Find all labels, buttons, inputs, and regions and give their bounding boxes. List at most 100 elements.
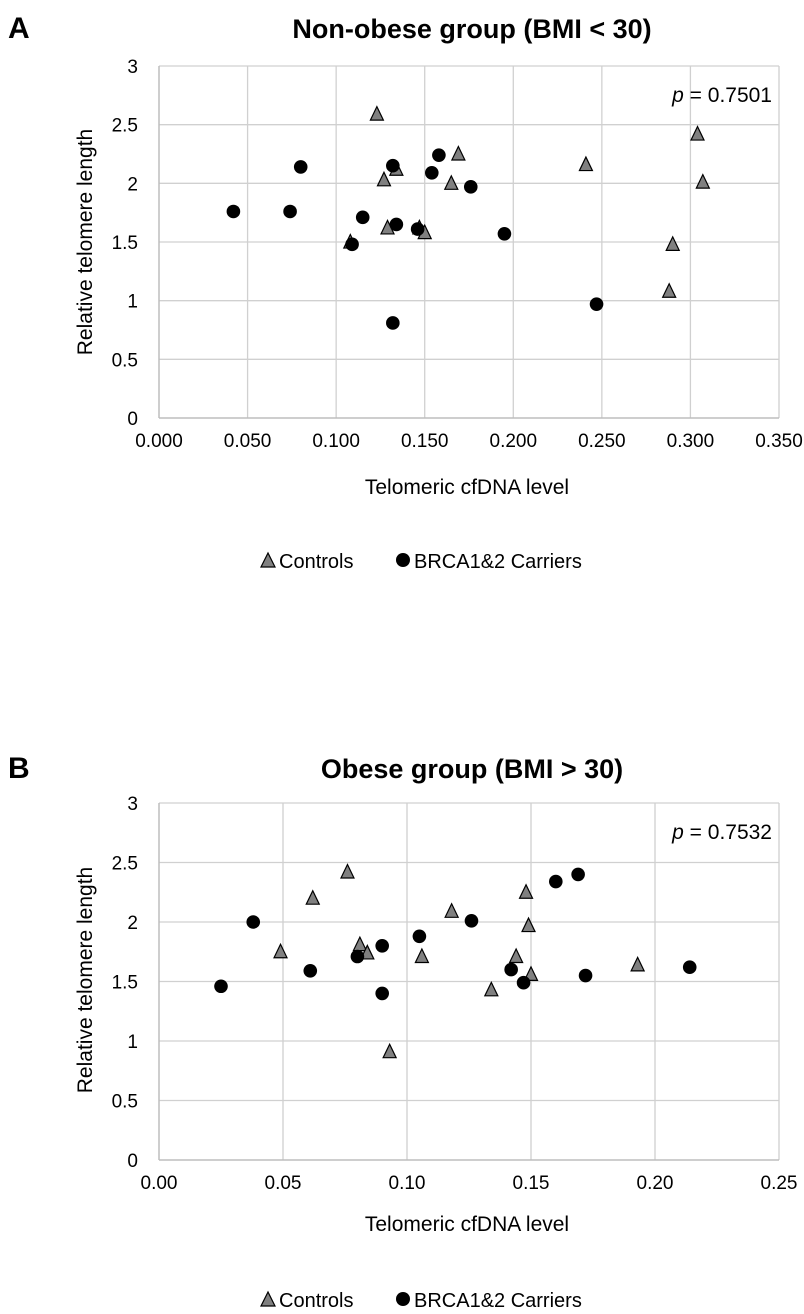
panel-a: A Non-obese group (BMI < 30) 0.000 0.050 0… [8,12,803,573]
x-tick-labels-a: 0.000 0.050 0.100 0.150 0.200 0.250 0.300 0.350 [135,431,803,452]
x-tick-label: 0.00 [141,1173,178,1194]
control-point [483,980,499,997]
legend-label-carriers-b: BRCA1&2 Carriers [414,1290,582,1312]
control-point [376,170,392,187]
y-tick-label: 0.5 [112,1092,138,1113]
carrier-point [432,148,446,162]
control-point [273,942,288,959]
y-tick-label: 0 [127,1151,138,1172]
y-tick-label: 0.5 [112,350,138,371]
panel-b: B Obese group (BMI > 30) 0.00 0.05 0.10 0.1… [8,752,797,1312]
legend-circle-marker-b [396,1292,410,1306]
carrier-point [682,960,697,975]
carrier-point [571,867,585,882]
carrier-point [246,915,261,929]
chart-title-b: Obese group (BMI > 30) [321,754,623,784]
p-value-text-b: = 0.7532 [684,821,772,844]
x-tick-label: 0.350 [755,431,803,452]
carrier-point [226,204,241,219]
carrier-point [464,914,479,928]
grid-a [159,65,780,418]
carrier-point [293,160,308,174]
carrier-point [589,297,604,311]
control-point [630,955,646,972]
control-point [450,145,466,161]
x-tick-label: 0.300 [667,431,715,452]
x-tick-label: 0.000 [135,431,183,452]
y-tick-label: 3 [127,57,138,78]
carrier-point [350,949,365,964]
x-tick-label: 0.20 [637,1173,674,1194]
legend-label-controls-a: Controls [279,551,353,573]
legend-triangle-marker-b [260,1290,276,1307]
carrier-point [410,222,425,236]
carrier-point [375,986,390,1001]
y-tick-label: 0 [127,409,138,430]
y-tick-label: 2 [127,174,138,195]
control-point [305,889,321,905]
x-tick-label: 0.15 [513,1173,550,1194]
control-point [414,947,430,964]
chart-title-a: Non-obese group (BMI < 30) [292,14,651,44]
carrier-point [425,165,439,180]
legend-a: Controls BRCA1&2 Carriers [260,551,582,573]
x-tick-label: 0.10 [389,1173,426,1194]
p-value-a: p = 0.7501 [671,84,772,107]
p-value-b: p = 0.7532 [671,821,772,844]
legend-b: Controls BRCA1&2 Carriers [260,1290,582,1312]
control-point [340,863,355,879]
legend-triangle-marker-a [260,551,276,568]
control-point [382,1042,398,1059]
x-tick-labels-b: 0.00 0.05 0.10 0.15 0.20 0.25 [141,1173,798,1194]
x-axis-label-a: Telomeric cfDNA level [365,476,569,499]
carrier-point [578,968,593,983]
x-tick-label: 0.05 [265,1173,302,1194]
axes-a [158,66,779,419]
y-tick-label: 2.5 [112,116,138,137]
control-point [443,174,459,190]
control-point [508,947,524,964]
carrier-point [516,975,531,990]
carrier-point [214,979,228,994]
panel-letter-b: B [8,752,30,785]
x-tick-label: 0.050 [224,431,272,452]
y-tick-label: 2 [127,913,138,934]
x-tick-label: 0.200 [490,431,538,452]
y-tick-labels-b: 0 0.5 1 1.5 2 2.5 3 [112,794,138,1172]
p-symbol-b: p [671,821,684,844]
carrier-point [463,180,478,194]
carrier-point [303,963,318,978]
x-tick-label: 0.25 [761,1173,798,1194]
carrier-point [355,210,370,225]
x-axis-label-b: Telomeric cfDNA level [365,1213,569,1236]
control-point [521,916,536,933]
carrier-point [412,929,427,944]
y-tick-labels-a: 0 0.5 1 1.5 2 2.5 3 [112,57,138,430]
y-tick-label: 2.5 [112,854,138,875]
carrier-point [504,962,518,977]
carrier-point [375,939,390,953]
panel-letter-a: A [8,12,30,45]
control-point [444,902,460,918]
y-tick-label: 1 [127,292,138,313]
carrier-point [389,217,404,232]
carrier-point [549,874,563,889]
control-point [352,935,368,952]
carrier-point [345,237,359,252]
y-tick-label: 1.5 [112,973,138,994]
x-tick-label: 0.150 [401,431,449,452]
p-value-text-a: = 0.7501 [684,84,772,107]
legend-label-controls-b: Controls [279,1290,353,1312]
y-tick-label: 1 [127,1032,138,1053]
control-point [690,125,705,141]
x-tick-label: 0.100 [312,431,360,452]
control-point [523,965,539,981]
x-tick-label: 0.250 [578,431,626,452]
points-a [226,105,711,330]
p-symbol-a: p [671,84,684,107]
carrier-point [497,226,512,241]
y-tick-label: 1.5 [112,233,138,254]
control-point [578,155,594,172]
carrier-point [283,204,297,219]
